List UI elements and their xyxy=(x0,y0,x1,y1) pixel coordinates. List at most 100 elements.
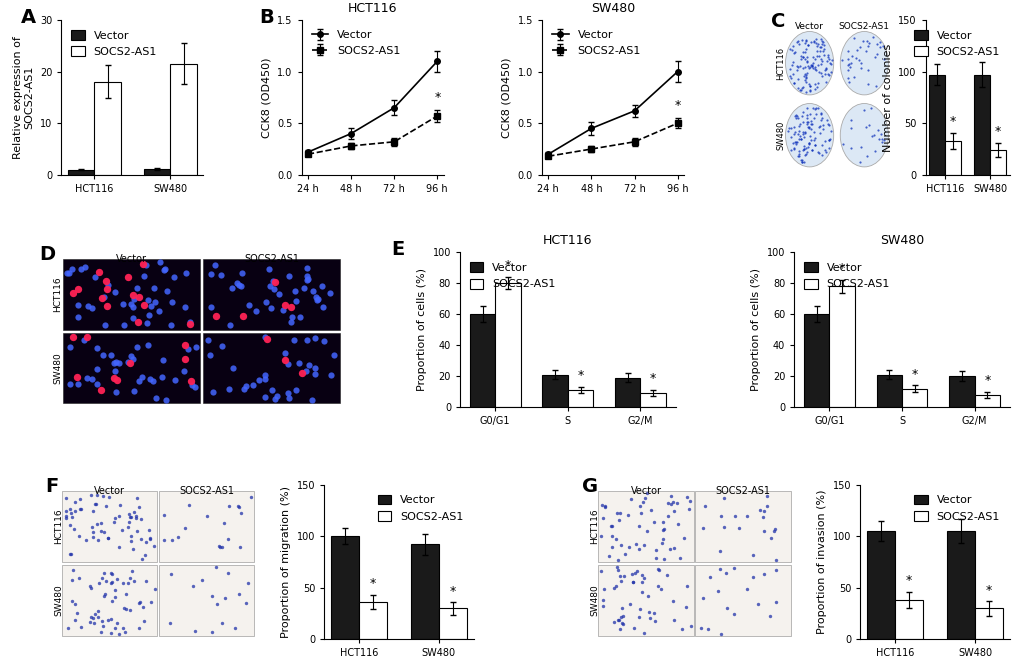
Point xyxy=(864,129,880,140)
Point xyxy=(816,136,833,147)
Point xyxy=(809,77,825,88)
Point xyxy=(805,135,821,146)
Point xyxy=(783,73,799,83)
Point xyxy=(798,103,814,113)
Point xyxy=(83,583,99,593)
Point xyxy=(725,609,741,619)
Point xyxy=(69,312,86,322)
Point xyxy=(803,61,819,71)
Point xyxy=(630,611,646,622)
Point xyxy=(68,607,85,618)
Point xyxy=(158,395,174,406)
Point xyxy=(811,53,827,64)
Point xyxy=(136,259,152,270)
Point xyxy=(789,35,805,46)
Text: SW480: SW480 xyxy=(775,121,785,150)
Point xyxy=(839,65,855,75)
Point xyxy=(106,358,122,368)
Point xyxy=(676,533,692,543)
Point xyxy=(795,144,811,155)
Point xyxy=(290,358,307,368)
Point xyxy=(634,569,650,580)
Point xyxy=(795,129,811,140)
Point xyxy=(800,138,816,149)
Point xyxy=(128,511,145,521)
Point xyxy=(862,103,878,113)
Point xyxy=(616,549,633,559)
Text: *: * xyxy=(649,372,655,386)
Point xyxy=(802,123,818,134)
Point xyxy=(180,500,197,510)
Point xyxy=(738,584,754,595)
Point xyxy=(86,505,102,516)
Point xyxy=(647,553,663,563)
Point xyxy=(283,312,300,322)
Point xyxy=(280,388,297,398)
Point xyxy=(233,280,250,291)
Point xyxy=(787,137,803,148)
Point xyxy=(791,85,807,95)
Point xyxy=(624,577,640,587)
Bar xyxy=(640,393,665,407)
Point xyxy=(126,506,143,517)
Legend: Vector, SOCS2-AS1: Vector, SOCS2-AS1 xyxy=(799,258,894,294)
Point xyxy=(125,543,142,554)
Point xyxy=(812,109,828,120)
Point xyxy=(839,46,855,57)
Point xyxy=(801,81,817,92)
Point xyxy=(89,490,105,500)
Bar xyxy=(62,333,200,404)
Point xyxy=(796,144,812,155)
Point xyxy=(605,583,622,593)
Point xyxy=(66,524,83,535)
Point xyxy=(790,39,806,49)
Point xyxy=(800,63,816,73)
Point xyxy=(314,280,330,291)
Point xyxy=(118,603,135,614)
Point xyxy=(123,299,140,310)
Point xyxy=(157,263,173,274)
Text: HCT116: HCT116 xyxy=(590,509,599,545)
Point xyxy=(307,332,323,343)
Point xyxy=(793,134,809,145)
Point xyxy=(646,615,662,626)
Point xyxy=(868,49,884,59)
Point xyxy=(125,294,142,304)
Point xyxy=(806,64,822,75)
Point xyxy=(664,615,681,625)
Point xyxy=(89,378,105,389)
Point xyxy=(711,563,728,574)
Point xyxy=(138,259,154,270)
Point xyxy=(132,533,149,544)
Bar xyxy=(144,169,170,175)
Point xyxy=(755,569,771,579)
Point xyxy=(875,135,892,145)
Point xyxy=(817,64,834,75)
Point xyxy=(806,104,822,115)
Point xyxy=(146,540,162,551)
Point xyxy=(595,584,611,595)
Point xyxy=(111,358,127,369)
Point xyxy=(79,373,96,384)
Point xyxy=(299,275,315,286)
Point xyxy=(109,375,125,386)
Point xyxy=(797,77,813,87)
Point xyxy=(97,320,113,330)
Point xyxy=(807,38,823,49)
Point xyxy=(609,615,626,625)
Point xyxy=(847,53,863,64)
Point xyxy=(104,595,120,606)
Point xyxy=(96,527,112,537)
Point xyxy=(793,111,809,121)
Point xyxy=(307,362,323,373)
Point xyxy=(88,499,104,509)
Point xyxy=(793,157,809,168)
Point xyxy=(671,553,687,563)
Point xyxy=(61,342,77,352)
Point xyxy=(802,119,818,130)
Point xyxy=(176,523,193,533)
Point xyxy=(83,611,99,622)
Bar xyxy=(614,378,640,407)
Point xyxy=(300,273,316,284)
Point xyxy=(661,544,678,555)
